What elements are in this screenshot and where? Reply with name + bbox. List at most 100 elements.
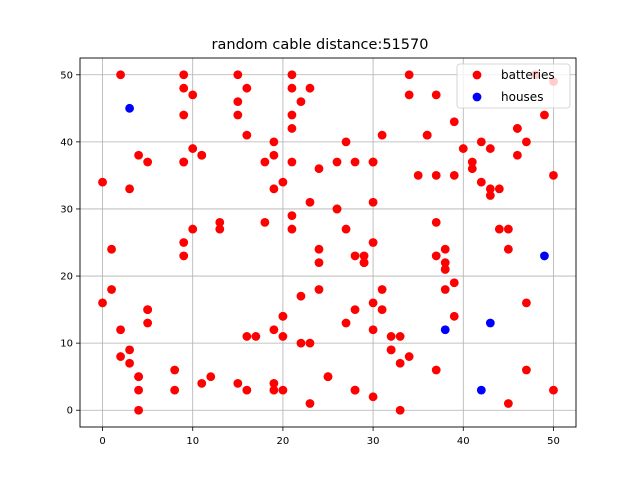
batteries-point xyxy=(377,130,387,140)
x-tick-label: 10 xyxy=(186,436,199,447)
axis-ticks: 0 10 20 30 40 50 0 10 20 30 40 50 xyxy=(60,70,560,447)
batteries-point xyxy=(296,97,306,107)
batteries-point xyxy=(251,332,261,341)
batteries-point xyxy=(107,244,116,254)
batteries-point xyxy=(377,285,387,294)
batteries-point xyxy=(287,157,297,167)
batteries-point xyxy=(512,124,522,133)
batteries-point xyxy=(549,171,558,180)
batteries-point xyxy=(116,352,125,361)
batteries-point xyxy=(332,157,342,167)
batteries-point xyxy=(503,224,513,234)
batteries-point xyxy=(143,318,153,328)
batteries-point xyxy=(449,278,459,288)
batteries-point xyxy=(540,110,549,120)
houses-point xyxy=(125,103,134,113)
legend-marker-houses xyxy=(472,92,482,102)
batteries-point xyxy=(449,117,459,127)
batteries-point xyxy=(431,217,441,227)
batteries-point xyxy=(233,378,243,388)
x-tick-label: 20 xyxy=(277,436,290,447)
plot-frame xyxy=(79,57,577,428)
batteries-point xyxy=(341,224,351,234)
batteries-point xyxy=(522,137,531,147)
batteries-point xyxy=(476,177,486,187)
batteries-point xyxy=(260,157,270,167)
batteries-point xyxy=(522,365,531,375)
batteries-point xyxy=(107,285,116,294)
batteries-point xyxy=(341,137,351,147)
batteries-point xyxy=(296,338,306,348)
batteries-point xyxy=(242,385,252,395)
batteries-point xyxy=(503,399,513,408)
batteries-point xyxy=(314,258,324,268)
batteries-point xyxy=(431,365,441,375)
batteries-point xyxy=(368,298,378,308)
legend-label-batteries: batteries xyxy=(501,68,555,82)
batteries-point xyxy=(314,244,324,254)
batteries-point xyxy=(197,150,207,160)
batteries-point xyxy=(215,224,225,234)
batteries-point xyxy=(323,372,333,382)
batteries-point xyxy=(395,358,405,368)
batteries-point xyxy=(134,372,144,382)
batteries-point xyxy=(179,157,189,167)
batteries-point xyxy=(269,184,279,194)
batteries-point xyxy=(368,392,378,402)
batteries-point xyxy=(278,177,288,187)
batteries-point xyxy=(242,83,252,93)
grid xyxy=(80,58,576,427)
batteries-point xyxy=(458,144,468,153)
batteries-point xyxy=(503,244,513,254)
batteries-point xyxy=(287,224,297,234)
batteries-point xyxy=(125,184,134,194)
batteries-point xyxy=(404,352,414,361)
batteries-point xyxy=(467,157,477,167)
batteries-point xyxy=(233,97,243,107)
x-tick-label: 40 xyxy=(457,436,470,447)
batteries-point xyxy=(386,345,396,355)
batteries-point xyxy=(549,385,558,395)
houses-point xyxy=(485,318,495,328)
batteries-point xyxy=(377,305,387,314)
batteries-point xyxy=(188,90,198,100)
batteries-point xyxy=(269,325,279,335)
batteries-point xyxy=(278,311,288,321)
batteries-point xyxy=(179,238,189,247)
batteries-point xyxy=(188,224,198,234)
batteries-point xyxy=(440,244,450,254)
batteries-point xyxy=(233,110,243,120)
batteries-point xyxy=(260,217,270,227)
batteries-point xyxy=(197,378,207,388)
batteries-point xyxy=(368,157,378,167)
y-tick-label: 50 xyxy=(60,70,73,81)
y-tick-label: 30 xyxy=(60,204,73,215)
data-points xyxy=(98,70,558,415)
batteries-point xyxy=(485,184,495,194)
batteries-point xyxy=(305,399,315,408)
houses-point xyxy=(540,251,549,261)
batteries-point xyxy=(242,130,252,140)
batteries-point xyxy=(485,144,495,153)
y-tick-label: 0 xyxy=(67,406,73,417)
batteries-point xyxy=(269,150,279,160)
batteries-point xyxy=(431,90,441,100)
batteries-point xyxy=(512,150,522,160)
batteries-point xyxy=(404,70,414,80)
batteries-point xyxy=(170,385,180,395)
batteries-point xyxy=(467,164,477,174)
batteries-point xyxy=(134,405,144,415)
batteries-point xyxy=(98,177,107,187)
legend: batteries houses xyxy=(456,63,571,109)
batteries-point xyxy=(188,144,198,153)
batteries-point xyxy=(305,83,315,93)
batteries-point xyxy=(386,332,396,341)
y-tick-label: 10 xyxy=(60,339,73,350)
batteries-point xyxy=(440,264,450,274)
batteries-point xyxy=(305,338,315,348)
batteries-point xyxy=(422,130,432,140)
batteries-point xyxy=(368,238,378,247)
batteries-point xyxy=(242,332,252,341)
batteries-point xyxy=(215,217,225,227)
